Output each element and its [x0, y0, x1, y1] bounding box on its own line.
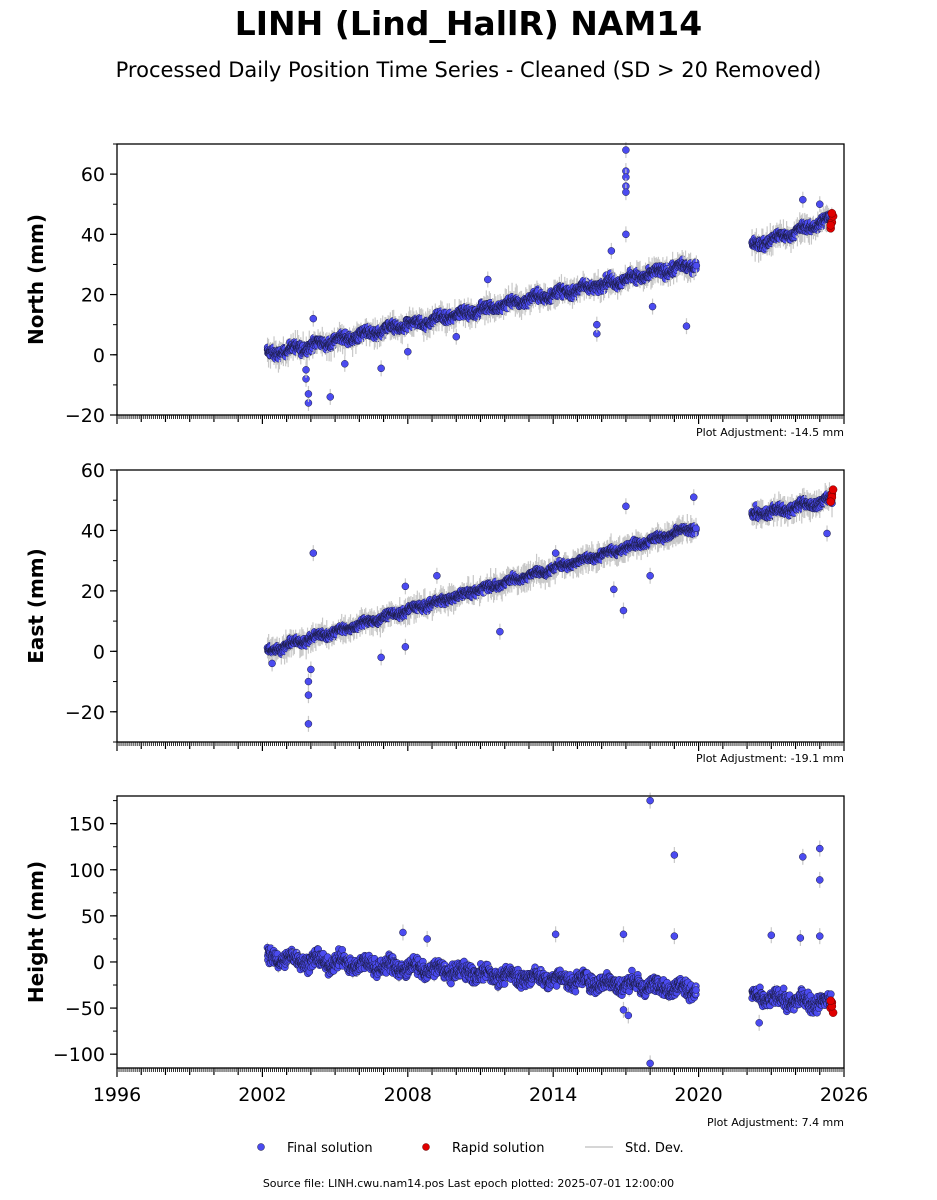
final-solution-point [622, 188, 630, 196]
final-solution-point [341, 360, 349, 368]
y-tick-label: 40 [81, 224, 105, 246]
final-solution-point [622, 230, 630, 239]
final-solution-point [309, 314, 318, 323]
y-tick-label: −20 [65, 405, 105, 427]
plot-frame [116, 143, 845, 416]
final-solution-point [404, 348, 412, 356]
final-solution-point [302, 366, 310, 374]
final-solution-point [304, 390, 313, 398]
final-solution-point [692, 261, 701, 270]
panel-1: −20 0 20 40 60 North (mm) Plot Adjustment: -14… [24, 142, 845, 439]
chart-title: LINH (Lind_HallR) NAM14 [234, 4, 703, 43]
final-solution-point [799, 195, 807, 204]
final-solution-point [326, 393, 335, 401]
data-points [263, 142, 838, 411]
final-solution-point [607, 247, 616, 255]
rapid-solution-point [827, 209, 837, 218]
y-tick-label: 20 [81, 285, 105, 307]
final-solution-point [692, 524, 700, 533]
y-tick-label: 60 [81, 164, 105, 186]
rapid-solution-point [826, 221, 835, 230]
final-solution-point [648, 302, 657, 311]
y-axis-label: North (mm) [24, 214, 48, 345]
final-solution-point [484, 275, 492, 284]
data-points [263, 482, 838, 732]
final-solution-point [593, 320, 601, 329]
chart-subtitle: Processed Daily Position Time Series - C… [115, 58, 822, 82]
plot-adjustment-note: Plot Adjustment: -14.5 mm [696, 426, 844, 439]
final-solution-point [816, 200, 824, 208]
final-solution-point [377, 364, 385, 373]
final-solution-point [622, 146, 630, 154]
final-solution-point [452, 332, 461, 341]
y-tick-label: 0 [93, 345, 105, 367]
final-solution-point [682, 322, 691, 330]
